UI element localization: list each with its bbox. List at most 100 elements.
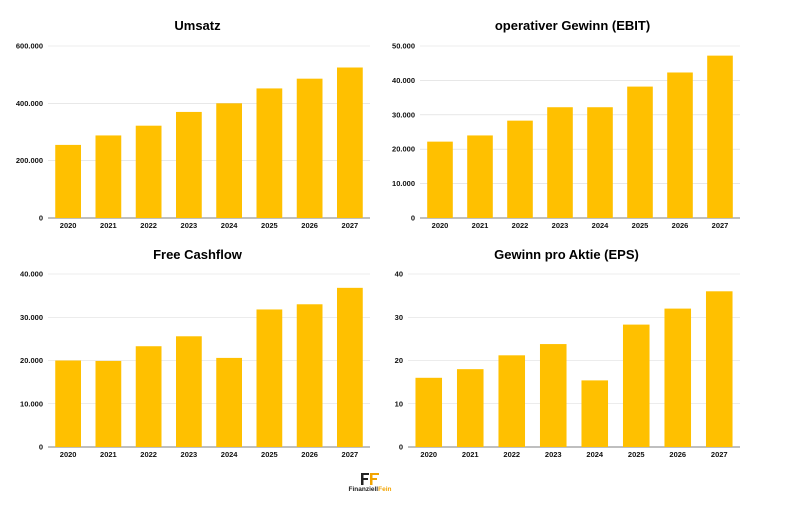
bar bbox=[498, 355, 526, 447]
bar bbox=[216, 357, 243, 447]
bar bbox=[95, 135, 122, 218]
bar bbox=[664, 308, 692, 447]
x-tick-label: 2026 bbox=[672, 221, 689, 230]
x-tick-label: 2027 bbox=[711, 450, 728, 459]
y-tick-label: 600.000 bbox=[16, 42, 43, 51]
y-tick-label: 10 bbox=[395, 399, 403, 408]
brand-logo: FinanziellFein bbox=[340, 472, 400, 502]
x-tick-label: 2025 bbox=[628, 450, 645, 459]
y-tick-label: 0 bbox=[39, 214, 43, 223]
bar bbox=[627, 86, 653, 218]
bar bbox=[256, 88, 283, 218]
x-tick-label: 2023 bbox=[181, 450, 198, 459]
x-tick-label: 2022 bbox=[140, 221, 157, 230]
bar bbox=[135, 346, 162, 447]
x-tick-label: 2021 bbox=[472, 221, 489, 230]
bar bbox=[175, 111, 202, 218]
x-tick-label: 2020 bbox=[60, 221, 77, 230]
chart-plot: 0 10.000 20.000 30.000 40.000 2020 2021 2022 202… bbox=[20, 270, 370, 459]
bar bbox=[296, 304, 323, 447]
y-tick-label: 30 bbox=[395, 313, 403, 322]
bar bbox=[587, 107, 613, 218]
x-tick-label: 2025 bbox=[261, 450, 278, 459]
bar bbox=[256, 309, 283, 447]
charts-grid: Umsatz 0 200.000 400.000 600.000 2020 2021 202… bbox=[10, 18, 745, 463]
bar bbox=[427, 141, 453, 218]
bar bbox=[622, 324, 650, 447]
x-tick-label: 2027 bbox=[712, 221, 729, 230]
y-tick-label: 10.000 bbox=[20, 399, 43, 408]
x-tick-label: 2025 bbox=[632, 221, 649, 230]
brand-name-part2: Fein bbox=[378, 486, 392, 493]
x-tick-label: 2026 bbox=[301, 221, 318, 230]
bar bbox=[507, 120, 533, 218]
x-tick-label: 2025 bbox=[261, 221, 278, 230]
bar bbox=[705, 291, 733, 447]
bar bbox=[135, 125, 162, 218]
y-tick-label: 0 bbox=[399, 443, 403, 452]
chart-title: Gewinn pro Aktie (EPS) bbox=[494, 247, 639, 262]
y-tick-label: 400.000 bbox=[16, 99, 43, 108]
chart-plot: 0 10.000 20.000 30.000 40.000 50.000 2020 2021 2… bbox=[392, 42, 740, 230]
x-tick-label: 2022 bbox=[512, 221, 529, 230]
chart-free-cashflow: Free Cashflow 0 10.000 20.000 30.000 40.000 2… bbox=[10, 247, 385, 463]
y-tick-label: 40.000 bbox=[20, 270, 43, 279]
x-tick-label: 2026 bbox=[301, 450, 318, 459]
y-tick-label: 10.000 bbox=[392, 179, 415, 188]
chart-title: Umsatz bbox=[174, 18, 221, 33]
x-tick-label: 2022 bbox=[140, 450, 157, 459]
bar bbox=[55, 144, 82, 218]
bar bbox=[296, 78, 323, 219]
x-tick-label: 2024 bbox=[592, 221, 610, 230]
y-tick-label: 30.000 bbox=[392, 110, 415, 119]
y-tick-label: 40 bbox=[395, 270, 403, 279]
x-tick-label: 2021 bbox=[462, 450, 479, 459]
chart-ebit: operativer Gewinn (EBIT) 0 10.000 20.000 30… bbox=[392, 18, 745, 234]
x-tick-label: 2020 bbox=[432, 221, 449, 230]
bar bbox=[55, 360, 82, 447]
x-tick-label: 2021 bbox=[100, 221, 117, 230]
bar bbox=[95, 360, 122, 447]
bar bbox=[547, 107, 573, 218]
bar bbox=[707, 55, 733, 218]
bar bbox=[581, 380, 609, 447]
bar bbox=[467, 135, 493, 218]
x-tick-label: 2023 bbox=[545, 450, 562, 459]
y-tick-label: 50.000 bbox=[392, 42, 415, 51]
bar bbox=[667, 72, 693, 218]
bar bbox=[456, 369, 484, 447]
chart-umsatz: Umsatz 0 200.000 400.000 600.000 2020 2021 202… bbox=[10, 18, 385, 234]
y-tick-label: 20.000 bbox=[392, 145, 415, 154]
x-tick-label: 2024 bbox=[221, 450, 239, 459]
x-tick-label: 2023 bbox=[181, 221, 198, 230]
bar bbox=[216, 103, 243, 218]
x-tick-label: 2027 bbox=[342, 221, 359, 230]
chart-title: operativer Gewinn (EBIT) bbox=[494, 18, 651, 33]
x-tick-label: 2021 bbox=[100, 450, 117, 459]
bar bbox=[336, 287, 363, 447]
y-tick-label: 200.000 bbox=[16, 156, 43, 165]
chart-eps: Gewinn pro Aktie (EPS) 0 10 20 30 40 2020 2021… bbox=[388, 247, 745, 463]
bar bbox=[175, 336, 202, 447]
x-tick-label: 2022 bbox=[503, 450, 520, 459]
brand-name-part1: Finanziell bbox=[348, 486, 379, 493]
x-tick-label: 2026 bbox=[669, 450, 686, 459]
chart-plot: 0 200.000 400.000 600.000 2020 2021 2022 2023 20… bbox=[16, 42, 370, 230]
y-tick-label: 0 bbox=[411, 214, 415, 223]
y-tick-label: 20 bbox=[395, 356, 403, 365]
x-tick-label: 2027 bbox=[342, 450, 359, 459]
chart-plot: 0 10 20 30 40 2020 2021 2022 2023 2024 2025 2026 202… bbox=[395, 270, 740, 459]
x-tick-label: 2020 bbox=[60, 450, 77, 459]
y-tick-label: 0 bbox=[39, 443, 43, 452]
y-tick-label: 20.000 bbox=[20, 356, 43, 365]
ff-logo-icon bbox=[361, 473, 379, 485]
x-tick-label: 2023 bbox=[552, 221, 569, 230]
y-tick-label: 30.000 bbox=[20, 313, 43, 322]
x-tick-label: 2024 bbox=[221, 221, 239, 230]
chart-title: Free Cashflow bbox=[153, 247, 242, 262]
brand-name: FinanziellFein bbox=[340, 486, 400, 494]
bar bbox=[539, 344, 567, 447]
bar bbox=[336, 67, 363, 218]
y-tick-label: 40.000 bbox=[392, 76, 415, 85]
bar bbox=[415, 377, 443, 447]
